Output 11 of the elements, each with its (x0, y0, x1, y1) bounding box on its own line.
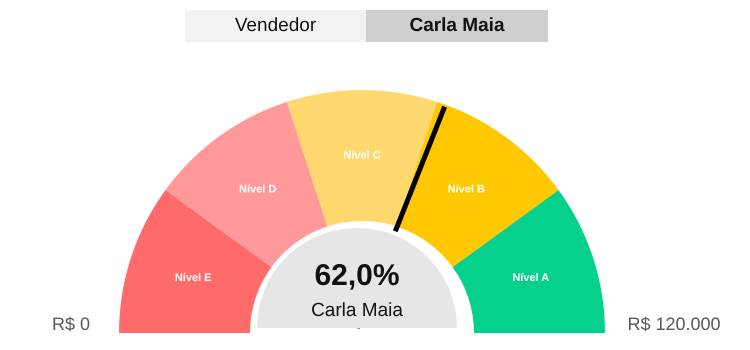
slice-label: Nível B (448, 183, 486, 196)
slice-label: Nível E (174, 272, 212, 284)
text: R$ 120.000 (627, 314, 721, 334)
text: Carla Maia (311, 300, 404, 321)
slice-label: Nível D (239, 183, 276, 196)
text: 62,0% (314, 259, 400, 292)
chart-title: Vendedor (185, 10, 366, 42)
chart-subtitle: Carla Maia (366, 10, 548, 42)
slice-label: Nível A (512, 272, 550, 284)
text: R$ 0 (52, 314, 90, 334)
slice-label: Nível C (343, 150, 381, 162)
